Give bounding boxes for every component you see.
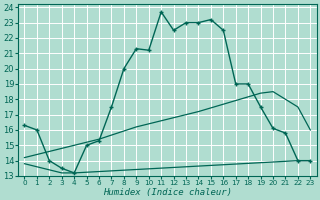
X-axis label: Humidex (Indice chaleur): Humidex (Indice chaleur) (103, 188, 232, 197)
